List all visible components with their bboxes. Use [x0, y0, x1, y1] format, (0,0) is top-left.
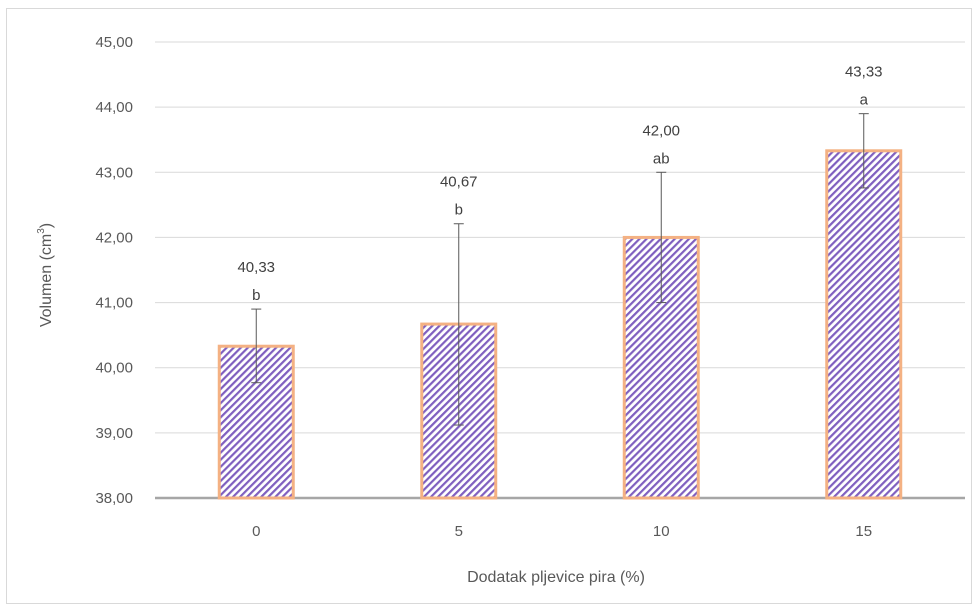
- tick-labels: 38,00 39,00 40,00 41,00 42,00 43,00 44,00 45,00…: [95, 34, 872, 540]
- data-label: 40,67: [440, 174, 478, 191]
- y-axis-title-superscript: 3: [36, 228, 47, 234]
- significance-letter: b: [455, 202, 463, 219]
- y-tick-label: 43,00: [95, 164, 133, 181]
- bars: [217, 149, 903, 500]
- x-tick-label: 5: [455, 523, 463, 540]
- y-axis-title-end: ): [38, 223, 55, 228]
- data-label: 43,33: [845, 64, 883, 81]
- y-axis-title-main: Volumen (cm: [38, 234, 55, 327]
- x-axis-title: Dodatak pljevice pira (%): [467, 569, 645, 586]
- y-tick-label: 42,00: [95, 229, 133, 246]
- data-labels: b 40,33 b 40,67 ab 42,00 a 43,33: [237, 64, 882, 304]
- significance-letter: ab: [653, 150, 670, 167]
- x-tick-label: 0: [252, 523, 260, 540]
- y-tick-label: 38,00: [95, 490, 133, 507]
- y-tick-label: 40,00: [95, 360, 133, 377]
- x-tick-label: 15: [855, 523, 872, 540]
- x-tick-label: 10: [653, 523, 670, 540]
- bar-15: [825, 149, 903, 500]
- y-tick-label: 45,00: [95, 34, 133, 51]
- y-tick-label: 41,00: [95, 295, 133, 312]
- significance-letter: a: [860, 92, 869, 109]
- significance-letter: b: [252, 287, 260, 304]
- data-label: 40,33: [237, 259, 275, 276]
- error-bars: [251, 113, 869, 426]
- y-tick-label: 44,00: [95, 99, 133, 116]
- y-tick-label: 39,00: [95, 425, 133, 442]
- data-label: 42,00: [642, 122, 680, 139]
- y-axis-title: Volumen (cm3): [36, 223, 55, 327]
